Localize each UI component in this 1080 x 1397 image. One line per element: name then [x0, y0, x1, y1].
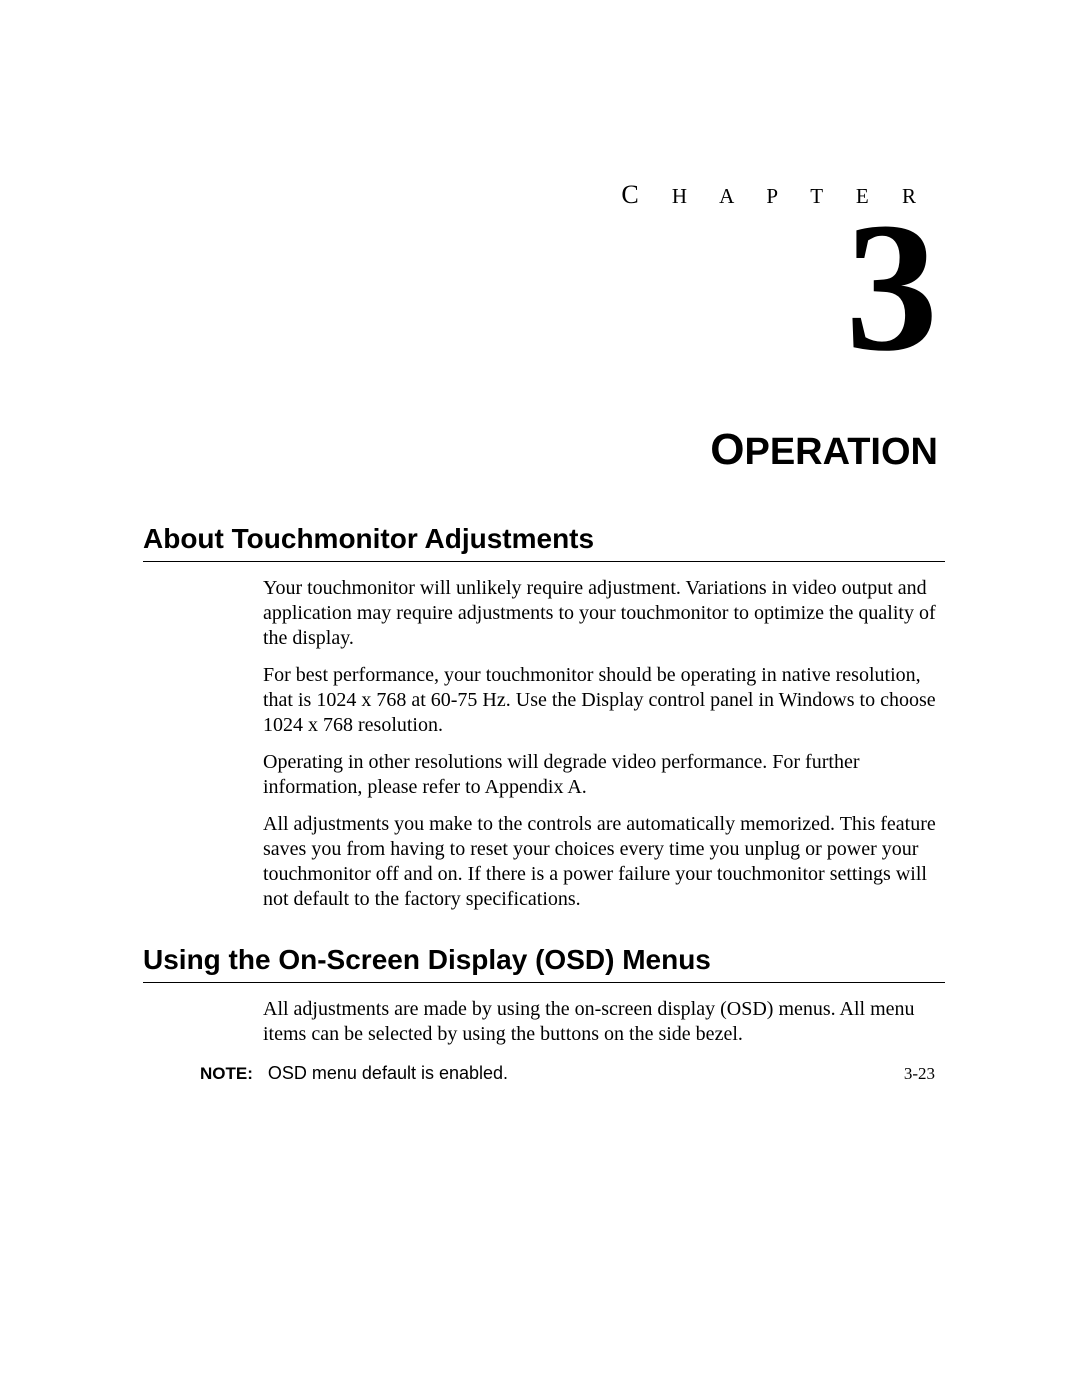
section1-p3: Operating in other resolutions will degr… [263, 750, 937, 800]
section-heading-osd: Using the On-Screen Display (OSD) Menus [143, 944, 945, 983]
section2-p1: All adjustments are made by using the on… [263, 997, 937, 1047]
note-text: OSD menu default is enabled. [268, 1063, 508, 1084]
chapter-label-first: C [621, 180, 652, 209]
section1-p4: All adjustments you make to the controls… [263, 812, 937, 912]
section1-p2: For best performance, your touchmonitor … [263, 663, 937, 738]
section2-body: All adjustments are made by using the on… [263, 997, 937, 1047]
chapter-title-first: O [710, 425, 744, 474]
section1-p1: Your touchmonitor will unlikely require … [263, 576, 937, 651]
section-heading-adjustments: About Touchmonitor Adjustments [143, 523, 945, 562]
note-label: NOTE: [200, 1064, 253, 1084]
page-number: 3-23 [904, 1064, 935, 1084]
section2: Using the On-Screen Display (OSD) Menus … [145, 944, 945, 1084]
section1-body: Your touchmonitor will unlikely require … [263, 576, 937, 912]
chapter-number: 3 [145, 195, 945, 380]
note-row: NOTE: OSD menu default is enabled. [200, 1063, 945, 1084]
page-container: C H A P T E R 3 OPERATION About Touchmon… [0, 0, 1080, 1144]
chapter-title-rest: PERATION [744, 431, 938, 473]
chapter-title: OPERATION [145, 425, 945, 475]
